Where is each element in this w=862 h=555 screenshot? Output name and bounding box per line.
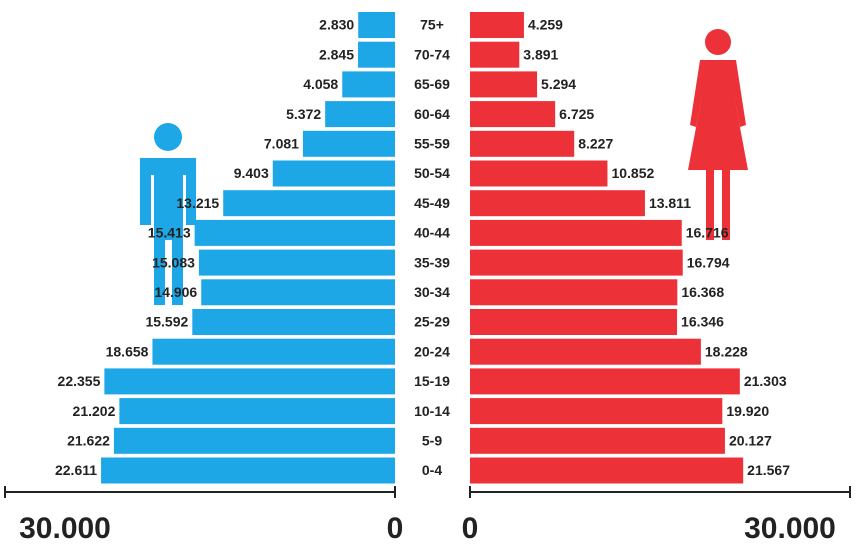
category-label: 70-74 <box>414 46 450 62</box>
value-label: 15.083 <box>152 254 195 270</box>
value-label: 13.811 <box>649 195 691 211</box>
value-label: 16.368 <box>681 284 724 300</box>
category-label: 40-44 <box>414 225 450 241</box>
bar <box>470 427 725 454</box>
value-label: 16.346 <box>681 314 724 330</box>
bar <box>470 12 524 38</box>
value-label: 22.611 <box>55 462 97 478</box>
bar <box>325 101 395 128</box>
bar <box>470 219 682 246</box>
value-label: 15.413 <box>148 225 191 241</box>
bar <box>470 249 683 276</box>
bar <box>223 190 395 217</box>
value-label: 5.294 <box>541 76 576 92</box>
bar <box>470 398 723 425</box>
bar <box>342 71 395 98</box>
bar <box>470 71 538 98</box>
value-label: 4.058 <box>303 76 338 92</box>
value-label: 21.303 <box>744 373 787 389</box>
category-label: 15-19 <box>414 373 450 389</box>
category-label: 20-24 <box>414 343 450 359</box>
bar <box>470 368 740 395</box>
value-label: 5.372 <box>286 106 321 122</box>
value-label: 16.794 <box>687 254 730 270</box>
category-label: 60-64 <box>414 106 450 122</box>
category-label: 55-59 <box>414 136 450 152</box>
bar <box>470 41 520 68</box>
male-icon <box>140 123 196 305</box>
category-label: 0-4 <box>422 462 442 478</box>
category-label: 65-69 <box>414 76 450 92</box>
bar <box>470 160 608 187</box>
value-label: 9.403 <box>234 165 269 181</box>
category-label: 5-9 <box>422 433 442 449</box>
bar <box>302 130 395 157</box>
bar <box>470 457 744 484</box>
value-label: 10.852 <box>611 165 654 181</box>
bar <box>272 160 395 187</box>
value-label: 7.081 <box>264 136 299 152</box>
value-label: 22.355 <box>58 373 101 389</box>
value-label: 3.891 <box>523 46 558 62</box>
category-label: 45-49 <box>414 195 450 211</box>
bar <box>198 249 395 276</box>
value-label: 4.259 <box>528 17 563 33</box>
bar <box>470 101 556 128</box>
bar <box>192 309 395 335</box>
x-tick-label: 30.000 <box>744 512 836 545</box>
bar <box>119 398 396 425</box>
bar <box>470 338 701 365</box>
x-tick-label: 0 <box>387 512 404 545</box>
category-label: 10-14 <box>414 403 450 419</box>
value-label: 20.127 <box>729 433 772 449</box>
value-label: 8.227 <box>578 136 613 152</box>
value-label: 14.906 <box>154 284 197 300</box>
value-label: 18.228 <box>705 343 748 359</box>
value-label: 2.830 <box>319 17 354 33</box>
category-label: 35-39 <box>414 254 450 270</box>
value-label: 21.567 <box>747 462 790 478</box>
bar <box>470 190 645 217</box>
x-tick-label: 0 <box>462 512 479 545</box>
value-label: 16.716 <box>686 225 729 241</box>
bar <box>470 130 575 157</box>
bar <box>101 457 395 484</box>
category-label: 25-29 <box>414 314 450 330</box>
value-label: 19.920 <box>726 403 769 419</box>
bar <box>152 338 395 365</box>
category-label: 50-54 <box>414 165 450 181</box>
category-label: 75+ <box>420 17 444 33</box>
value-label: 21.202 <box>73 403 116 419</box>
bar <box>470 309 678 335</box>
x-tick-label: 30.000 <box>19 512 111 545</box>
value-label: 15.592 <box>145 314 188 330</box>
value-label: 13.215 <box>176 195 219 211</box>
bar <box>470 279 678 306</box>
female-icon <box>688 29 748 240</box>
value-label: 21.622 <box>67 433 110 449</box>
bar <box>358 12 395 38</box>
bar <box>201 279 395 306</box>
category-label: 30-34 <box>414 284 450 300</box>
bar <box>194 219 395 246</box>
bar <box>104 368 395 395</box>
value-label: 2.845 <box>319 46 354 62</box>
value-label: 6.725 <box>559 106 594 122</box>
bar <box>358 41 395 68</box>
bar <box>113 427 395 454</box>
value-label: 18.658 <box>106 343 149 359</box>
